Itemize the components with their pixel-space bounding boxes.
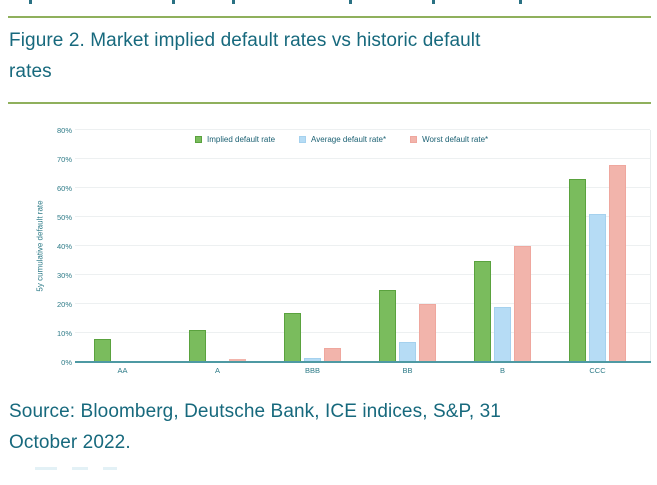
gridline — [75, 216, 650, 217]
default-rates-bar-chart: 5y cumulative default rate 0% 10% 20% 30% 40… — [0, 112, 657, 392]
bar — [324, 347, 341, 362]
x-tick-label: BBB — [304, 366, 320, 375]
clipped-text-fragment — [35, 467, 57, 470]
clipped-text-fragment — [72, 467, 88, 470]
y-tick-label: 80% — [56, 125, 72, 135]
bar — [609, 164, 626, 362]
x-axis-line — [75, 361, 651, 363]
bar-groups: AA A BBB BB B CCC — [75, 130, 645, 375]
legend-swatch-icon — [195, 136, 202, 143]
figure-title-line-1: Figure 2. Market implied default rates v… — [9, 30, 481, 51]
y-tick-label: 40% — [56, 241, 72, 251]
source-line-1: Source: Bloomberg, Deutsche Bank, ICE in… — [9, 401, 501, 422]
divider-below-title — [8, 102, 651, 104]
bar-group-A: A — [170, 130, 265, 375]
legend-item: Average default rate* — [299, 135, 386, 144]
y-tick-label: 0% — [61, 357, 72, 367]
x-tick-label: AA — [117, 366, 128, 375]
divider-top — [8, 16, 651, 18]
source-note: Source: Bloomberg, Deutsche Bank, ICE in… — [9, 396, 649, 458]
y-axis-tick-labels: 0% 10% 20% 30% 40% 50% 60% 70% 80% — [38, 126, 72, 367]
legend-swatch-icon — [410, 136, 418, 143]
bar — [284, 312, 301, 362]
gridline — [75, 274, 650, 275]
bar — [419, 304, 436, 362]
clipped-text-fragment — [349, 0, 352, 4]
figure-title: Figure 2. Market implied default rates v… — [9, 25, 649, 87]
bar — [494, 306, 511, 362]
bar-group-AA: AA — [75, 130, 170, 375]
gridline — [75, 245, 650, 246]
legend-label: Implied default rate — [207, 135, 276, 144]
x-tick-label: A — [214, 366, 220, 375]
y-tick-label: 60% — [56, 183, 72, 193]
legend-label: Average default rate* — [311, 135, 387, 144]
plot-area: Implied default rate Average default rate… — [75, 129, 651, 375]
x-tick-label: B — [499, 366, 505, 375]
bar-group-CCC: CCC — [550, 130, 645, 375]
clipped-text-fragment — [432, 0, 435, 4]
y-tick-label: 30% — [56, 270, 72, 280]
bar — [399, 341, 416, 362]
clipped-text-fragment — [29, 0, 32, 4]
y-tick-label: 50% — [56, 212, 72, 222]
bar-group-BB: BB — [360, 130, 455, 375]
source-line-2: October 2022. — [9, 432, 131, 453]
gridline — [75, 158, 650, 159]
bar-group-B: B — [455, 130, 550, 375]
bar — [379, 289, 396, 362]
clipped-text-fragment — [172, 0, 175, 4]
figure-title-line-2: rates — [9, 61, 52, 82]
legend: Implied default rate Average default rate… — [195, 135, 488, 144]
legend-item: Implied default rate — [195, 135, 275, 144]
clipped-text-fragment — [519, 0, 522, 4]
clipped-text-fragment — [103, 467, 117, 470]
bar — [94, 338, 111, 362]
gridline — [75, 303, 650, 304]
bar — [189, 330, 206, 362]
gridline — [75, 129, 650, 130]
bar — [589, 214, 606, 362]
bar — [229, 359, 246, 362]
gridline — [75, 332, 650, 333]
clipped-text-fragment — [232, 0, 235, 4]
bar — [474, 260, 491, 362]
y-tick-label: 20% — [56, 299, 72, 309]
legend-item: Worst default rate* — [410, 135, 488, 144]
bar — [514, 246, 531, 362]
x-tick-label: CCC — [589, 366, 606, 375]
y-tick-label: 10% — [56, 328, 72, 338]
legend-swatch-icon — [299, 136, 307, 143]
gridline — [75, 187, 650, 188]
y-tick-label: 70% — [56, 154, 72, 164]
bar — [569, 179, 586, 362]
x-tick-label: BB — [402, 366, 413, 375]
legend-label: Worst default rate* — [422, 135, 489, 144]
bar-group-BBB: BBB — [265, 130, 360, 375]
